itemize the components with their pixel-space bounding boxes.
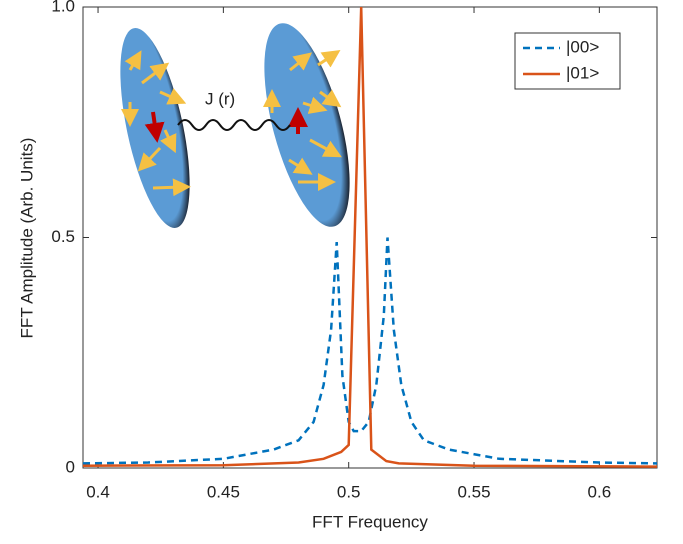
coupling-wave xyxy=(177,119,291,131)
x-tick-label: 0.45 xyxy=(207,482,240,501)
x-tick-label: 0.55 xyxy=(457,482,490,501)
legend-label: |00> xyxy=(566,37,599,56)
spin-arrows xyxy=(121,50,342,197)
legend-label: |01> xyxy=(566,63,599,82)
x-tick-label: 0.5 xyxy=(337,482,361,501)
inset-label: J (r) xyxy=(205,89,235,108)
y-tick-label: 0.5 xyxy=(51,227,75,246)
legend xyxy=(514,32,621,90)
inset-illustration: J (r) xyxy=(120,23,350,228)
x-tick-label: 0.6 xyxy=(588,482,612,501)
y-axis-label: FFT Amplitude (Arb. Units) xyxy=(17,138,36,339)
series-line xyxy=(82,237,658,465)
y-tick-label: 0 xyxy=(66,457,75,476)
series-line xyxy=(82,6,658,468)
y-tick-label: 1.0 xyxy=(51,0,75,15)
spin-ensemble-right xyxy=(264,23,350,227)
x-tick-label: 0.4 xyxy=(86,482,110,501)
x-axis-label: FFT Frequency xyxy=(312,512,428,531)
